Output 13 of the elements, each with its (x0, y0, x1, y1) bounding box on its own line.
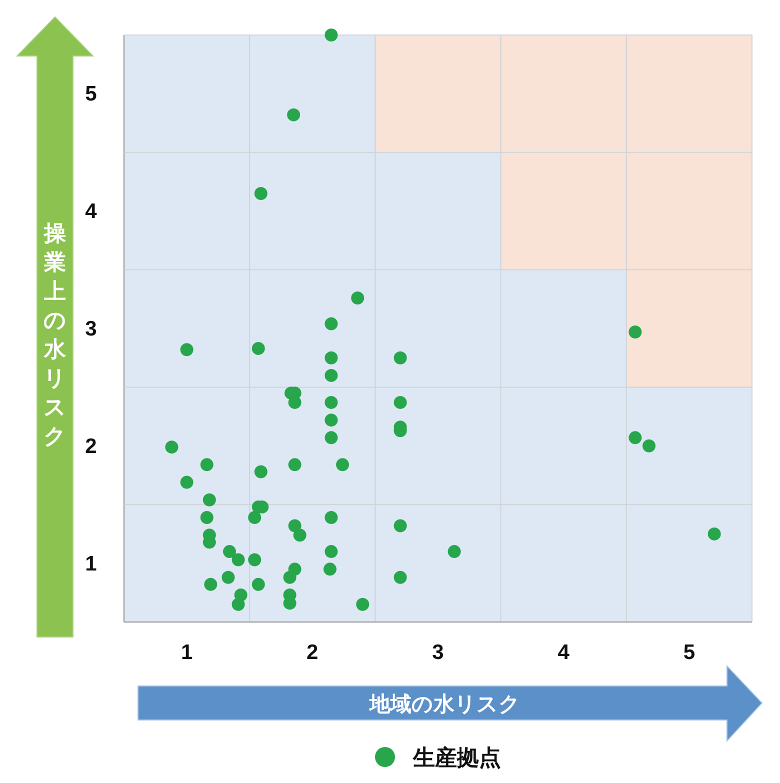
x-tick-label: 4 (558, 641, 570, 664)
ylabel: 操業上の水リスク (44, 220, 66, 448)
x-tick-label: 2 (306, 641, 318, 664)
y-tick-label: 1 (85, 552, 97, 576)
legend-label: 生産拠点 (413, 745, 501, 770)
y-tick-label: 2 (85, 434, 97, 458)
xlabel: 地域の水リスク (370, 693, 520, 716)
y-tick-label: 4 (85, 200, 97, 224)
x-tick-label: 3 (432, 641, 444, 664)
x-tick-label: 5 (683, 641, 696, 664)
y-tick-label: 3 (85, 318, 97, 340)
x-tick-label: 1 (180, 641, 193, 664)
y-tick-label: 5 (85, 82, 97, 106)
